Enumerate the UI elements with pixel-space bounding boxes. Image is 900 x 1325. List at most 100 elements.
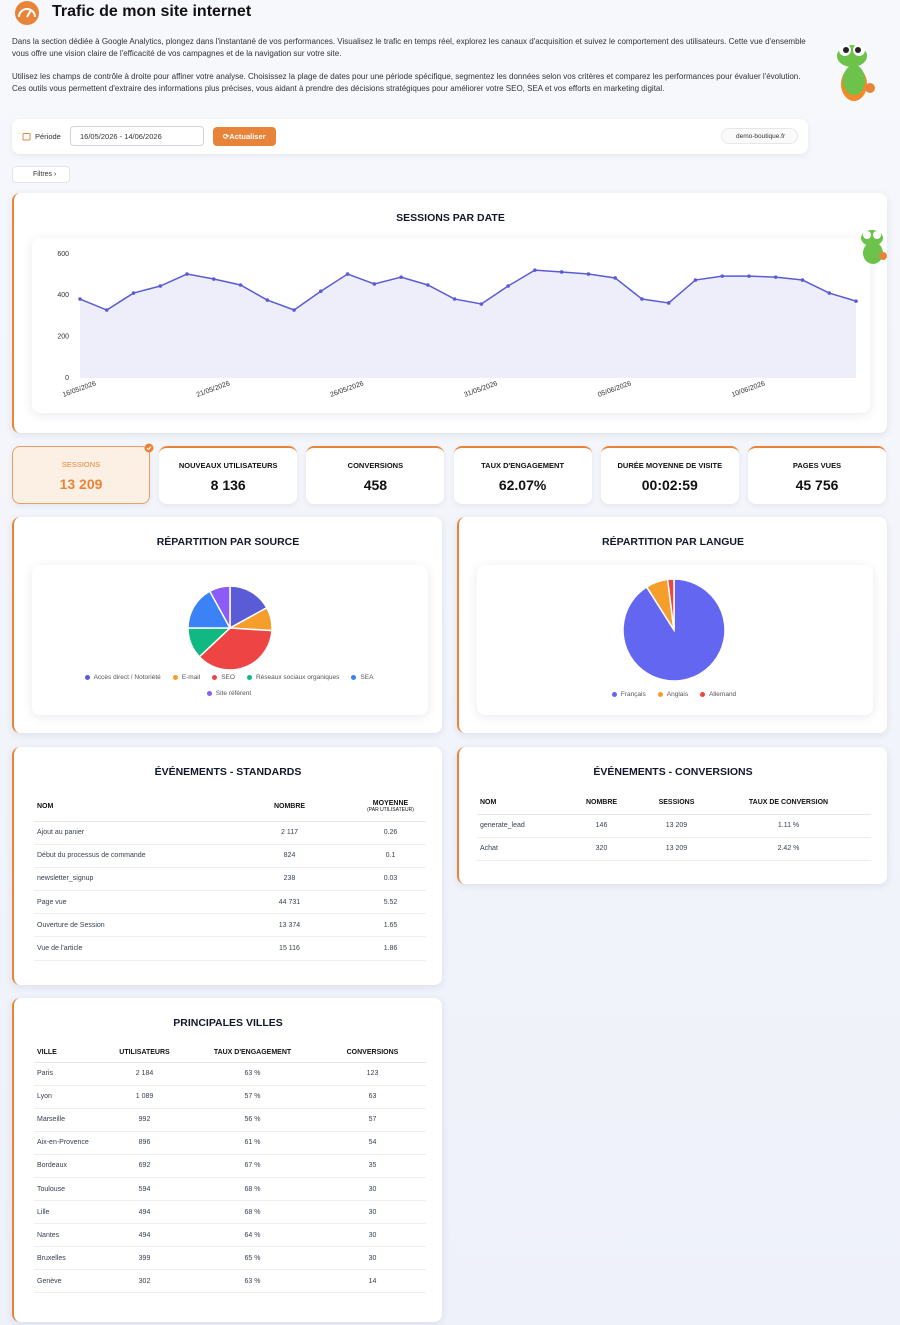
table-cell: 54: [320, 1131, 426, 1155]
refresh-icon: ⟳: [223, 132, 230, 141]
table-cell: Achat: [477, 837, 557, 861]
language-card: RÉPARTITION PAR LANGUE Français Anglais Al…: [457, 517, 887, 733]
table-cell: newsletter_signup: [34, 867, 224, 892]
table-cell: 1.65: [356, 913, 426, 938]
point: [773, 275, 778, 279]
table-cell: 13 209: [647, 814, 707, 838]
legend-swatch: [700, 692, 706, 697]
filters-button[interactable]: Filtres ›: [12, 166, 70, 183]
header-text: TAUX D'ENGAGEMENT: [213, 1049, 292, 1057]
table-cell: 67 %: [186, 1154, 320, 1178]
kpi-value: 00:02:59: [641, 477, 698, 493]
table-cell: Lille: [34, 1200, 104, 1225]
legend-item: Français: [611, 691, 646, 698]
kpi-card: TAUX D'ENGAGEMENT 62.07%: [453, 446, 592, 504]
chart-title: RÉPARTITION PAR SOURCE: [156, 536, 300, 548]
legend-label: SEA: [360, 674, 374, 681]
header-text: TAUX DE CONVERSION: [748, 799, 829, 807]
kpi-value: 62.07%: [498, 477, 547, 493]
events-table: NOM NOMBRE MOYENNE (PAR UTILISATEUR) Ajout a…: [34, 793, 426, 961]
header-note: (PAR UTILISATEUR): [367, 807, 414, 814]
source-card: RÉPARTITION PAR SOURCE Accès direct / No…: [12, 517, 442, 733]
point: [238, 283, 243, 287]
table-cell: 68 %: [186, 1200, 320, 1225]
kpi-card[interactable]: SESSIONS 13 209: [12, 446, 150, 504]
kpi-label: DURÉE MOYENNE DE VISITE: [617, 461, 723, 470]
kpi-label: TAUX D'ENGAGEMENT: [481, 461, 565, 470]
table-row: Aix-en-Provence 896 61 % 54: [34, 1131, 426, 1155]
table-cell: 2.42 %: [707, 837, 871, 861]
table-title: PRINCIPALES VILLES: [173, 1017, 283, 1029]
point: [185, 272, 189, 276]
table-cell: 824: [224, 844, 356, 868]
point: [693, 278, 698, 282]
point: [854, 299, 858, 303]
filters-label: Filtres: [33, 171, 53, 178]
header-text: CONVERSIONS: [346, 1049, 399, 1057]
header-row: NOM NOMBRE MOYENNE (PAR UTILISATEUR): [34, 793, 426, 822]
site-badge[interactable]: demo-boutique.fr: [721, 128, 798, 144]
table-cell: 35: [320, 1154, 426, 1178]
table-cell: 57: [320, 1108, 426, 1132]
y-tick-label: 400: [57, 292, 69, 299]
column-header: NOMBRE: [557, 792, 647, 815]
cities-card: PRINCIPALES VILLES VILLE UTILISATEURS TAUX…: [12, 998, 442, 1322]
refresh-button[interactable]: ⟳Actualiser: [213, 127, 276, 146]
page-title: Trafic de mon site internet: [52, 3, 252, 20]
table-cell: 238: [224, 867, 356, 892]
kpi-value: 45 756: [795, 477, 839, 493]
legend-item: Anglais: [657, 691, 688, 698]
table-cell: Bruxelles: [34, 1246, 104, 1271]
legend-item: Accès direct / Notoriété: [84, 674, 161, 681]
table-cell: 0.03: [356, 867, 426, 892]
point: [533, 268, 537, 272]
legend-item: Allemand: [700, 691, 736, 698]
date-range-input[interactable]: 16/05/2026 - 14/06/2026: [70, 126, 204, 146]
point: [372, 282, 377, 286]
legend-item: SEO: [212, 674, 235, 681]
pie-slice: [229, 585, 268, 630]
table-cell: 57 %: [186, 1085, 320, 1109]
column-header: TAUX DE CONVERSION: [707, 792, 871, 815]
table-row: Nantes 494 64 % 30: [34, 1223, 426, 1248]
column-header: NOM: [477, 792, 557, 815]
table-cell: 494: [104, 1200, 186, 1225]
point: [613, 276, 617, 280]
cities-table: VILLE UTILISATEURS TAUX D'ENGAGEMENT CONVER…: [34, 1044, 426, 1294]
kpi-value: 13 209: [59, 476, 103, 492]
table-cell: 2 184: [104, 1062, 186, 1086]
kpi-card: NOUVEAUX UTILISATEURS 8 136: [159, 446, 298, 504]
control-bar: Période 16/05/2026 - 14/06/2026 ⟳Actuali…: [12, 119, 808, 154]
point: [292, 308, 296, 312]
table-cell: 65 %: [186, 1246, 320, 1271]
header-text: VILLE: [37, 1049, 57, 1057]
legend-swatch: [657, 692, 663, 697]
selected-check: [144, 443, 154, 453]
table-cell: 56 %: [186, 1108, 320, 1132]
chart-panel: [32, 238, 870, 413]
pie-slice: [208, 585, 231, 629]
sessions-card: SESSIONS PAR DATE 0 200 400 600 16/05/2026 21…: [12, 193, 887, 433]
column-header: UTILISATEURS: [104, 1044, 186, 1063]
header-row: NOM NOMBRE SESSIONS TAUX DE CONVERSION: [477, 792, 871, 815]
kpi-value: 458: [363, 477, 388, 493]
table-cell: Vue de l'article: [34, 936, 224, 961]
point: [720, 274, 725, 278]
y-tick-label: 200: [57, 334, 69, 341]
table-row: Bruxelles 399 65 % 30: [34, 1246, 426, 1271]
header-text: NOM: [480, 799, 497, 807]
table-cell: 68 %: [186, 1177, 320, 1202]
table-cell: 692: [104, 1154, 186, 1178]
x-tick-label: 10/06/2026: [731, 380, 766, 399]
point: [666, 301, 671, 305]
legend: Accès direct / Notoriété E-mail SEO Réseaux…: [59, 674, 399, 697]
kpi-card: DURÉE MOYENNE DE VISITE 00:02:59: [600, 446, 739, 504]
legend-label: Site référent: [215, 690, 252, 697]
legend-swatch: [351, 675, 357, 680]
legend-label: Allemand: [709, 691, 737, 698]
table-cell: 320: [557, 837, 647, 861]
kpi-card: CONVERSIONS 458: [306, 446, 445, 504]
table-cell: 13 374: [224, 913, 356, 938]
column-header: MOYENNE (PAR UTILISATEUR): [356, 793, 426, 822]
legend-label: Réseaux sociaux organiques: [255, 674, 340, 681]
